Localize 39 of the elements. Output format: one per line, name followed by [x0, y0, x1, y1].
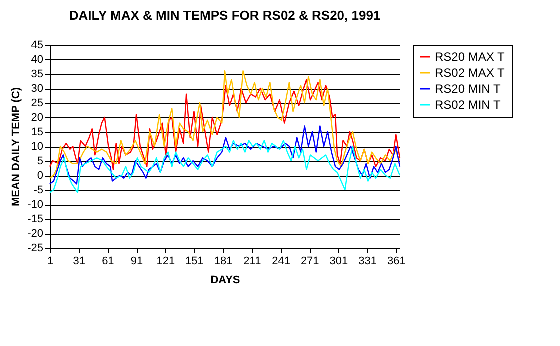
line-series: [49, 140, 401, 194]
y-tick-label: -10: [28, 199, 44, 211]
x-tick-label: 121: [156, 256, 176, 268]
legend-label: RS02 MAX T: [435, 66, 506, 80]
y-tick-label: 20: [31, 112, 44, 124]
y-tick-label: 10: [31, 141, 44, 153]
y-tick-label: 35: [31, 68, 44, 80]
legend-label: RS20 MIN T: [435, 82, 502, 96]
y-tick-label: 0: [37, 170, 44, 182]
y-tick-label: 40: [31, 54, 44, 66]
y-tick-label: -20: [28, 228, 44, 240]
x-tick-label: 151: [186, 256, 204, 268]
x-tick-label: 1: [47, 256, 54, 268]
x-tick-label: 361: [387, 256, 406, 268]
line-series: [49, 70, 401, 179]
y-tick-label: 15: [31, 126, 44, 138]
line-series: [49, 79, 401, 170]
line-series: [49, 126, 401, 185]
y-tick-label: -5: [34, 184, 44, 196]
y-tick-label: 30: [31, 83, 44, 95]
x-tick-label: 301: [330, 256, 348, 268]
x-tick-label: 61: [102, 256, 114, 268]
y-tick-label: 25: [31, 98, 44, 110]
y-tick-label: 5: [37, 156, 44, 168]
y-axis-title: MEAN DAILY TEMP (C): [10, 87, 23, 206]
x-tick-label: 181: [214, 256, 233, 268]
chart-title: DAILY MAX & MIN TEMPS FOR RS02 & RS20, 1991: [69, 8, 381, 23]
legend-label: RS20 MAX T: [435, 50, 506, 64]
x-axis-title: DAYS: [210, 274, 240, 286]
y-tick-label: 45: [31, 40, 44, 52]
x-tick-label: 241: [272, 256, 290, 268]
x-tick-label: 91: [130, 256, 144, 268]
legend-label: RS02 MIN T: [435, 98, 502, 112]
y-tick-label: -25: [28, 242, 44, 254]
y-tick-label: -15: [28, 214, 44, 226]
x-tick-label: 211: [244, 256, 262, 268]
x-tick-label: 271: [300, 256, 320, 268]
x-tick-label: 331: [358, 256, 377, 268]
x-tick-label: 31: [73, 256, 86, 268]
